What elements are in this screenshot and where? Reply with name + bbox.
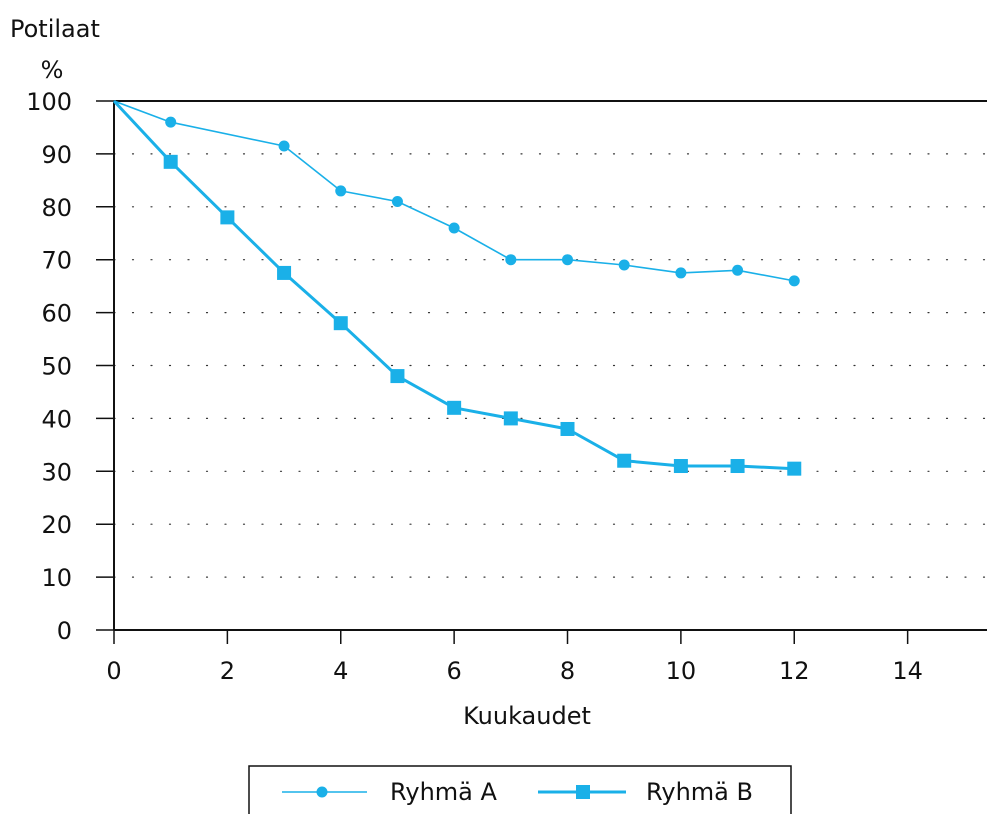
- series-a-point: [732, 264, 744, 276]
- legend: Ryhmä A Ryhmä B: [248, 765, 792, 814]
- y-axis-title: Potilaat: [10, 15, 100, 43]
- y-tick-label: 0: [57, 617, 72, 645]
- y-tick-label: 100: [26, 88, 72, 116]
- series-b-point: [447, 400, 462, 415]
- series-b-point: [730, 459, 745, 474]
- series-a-point: [562, 254, 574, 266]
- y-tick-label: 90: [41, 141, 72, 169]
- series-b-point: [673, 459, 688, 474]
- data-series: [112, 99, 802, 476]
- series-b-point: [560, 421, 575, 436]
- series-b-point: [617, 453, 632, 468]
- y-tick-label: 60: [41, 300, 72, 328]
- series-b-point: [220, 210, 235, 225]
- y-tick-label: 50: [41, 353, 72, 381]
- y-tick-label: 40: [41, 405, 72, 433]
- series-a-point: [788, 275, 800, 287]
- legend-label-a: Ryhmä A: [390, 778, 497, 806]
- series-b-point: [163, 154, 178, 169]
- tick-labels: 0 10 20 30 40 50 60 70 80 90 100 0 2 4 6 8 10 12 14: [26, 88, 923, 685]
- series-a-point: [448, 222, 460, 234]
- x-tick-label: 8: [560, 657, 575, 685]
- series-a-point: [618, 259, 630, 271]
- series-a-point: [675, 267, 687, 279]
- legend-marker-b: [576, 785, 590, 799]
- legend-box: [248, 765, 792, 814]
- legend-label-b: Ryhmä B: [646, 778, 753, 806]
- axes: [96, 100, 987, 644]
- legend-marker-a: [316, 786, 328, 798]
- series-b-point: [333, 316, 348, 331]
- y-tick-label: 70: [41, 247, 72, 275]
- x-axis-title: Kuukaudet: [463, 702, 591, 730]
- series-a-point: [505, 254, 517, 266]
- x-tick-label: 4: [333, 657, 348, 685]
- series-b-point: [503, 411, 518, 426]
- series-b-point: [787, 461, 802, 476]
- series-a-point: [278, 140, 290, 152]
- series-b-point: [277, 265, 292, 280]
- y-tick-label: 80: [41, 194, 72, 222]
- x-tick-label: 14: [892, 657, 923, 685]
- y-tick-label: 10: [41, 564, 72, 592]
- x-tick-label: 2: [220, 657, 235, 685]
- y-axis-unit: %: [41, 56, 64, 84]
- series-a-point: [165, 116, 177, 128]
- series-a-line: [113, 100, 795, 282]
- y-tick-label: 30: [41, 458, 72, 486]
- x-tick-label: 0: [106, 657, 121, 685]
- x-tick-label: 6: [446, 657, 461, 685]
- x-tick-label: 12: [779, 657, 810, 685]
- series-a-point: [391, 196, 403, 208]
- series-a-point: [335, 185, 347, 197]
- y-tick-label: 20: [41, 511, 72, 539]
- x-tick-label: 10: [666, 657, 697, 685]
- series-b-point: [390, 369, 405, 384]
- grid-lines: [113, 153, 987, 578]
